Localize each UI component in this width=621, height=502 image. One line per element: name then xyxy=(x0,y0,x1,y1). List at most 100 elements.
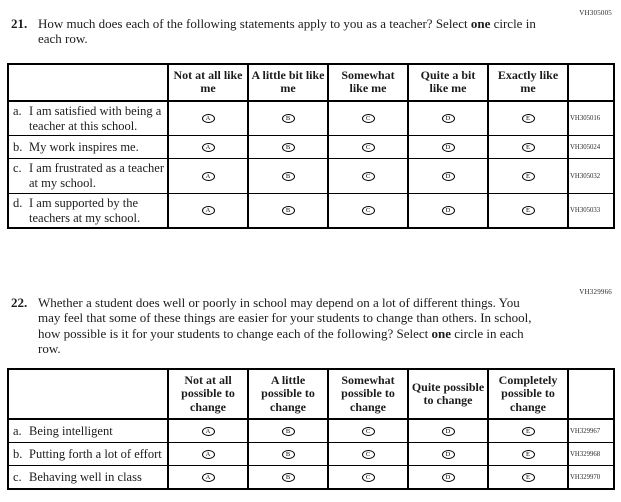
q22-a-option-circle-d[interactable]: D xyxy=(441,427,455,437)
q22-c-option-circle-a[interactable]: A xyxy=(201,473,215,483)
q21-header-code-blank xyxy=(567,63,615,102)
q22-row-c-statement: c. Behaving well in class xyxy=(7,465,169,490)
row-label: I am satisfied with being a teacher at t… xyxy=(29,103,162,133)
question-22-text-bold: one xyxy=(431,325,452,341)
q21-row-b-code: VH305024 xyxy=(567,135,615,160)
row-letter: b. xyxy=(13,446,23,461)
q22-header-row: Not at all possible to change A little p… xyxy=(7,368,615,421)
q21-c-option-circle-a[interactable]: A xyxy=(201,171,215,181)
question-22-text-before: Whether a student does well or poorly in… xyxy=(38,295,532,341)
q22-column-header-2: A little possible to change xyxy=(247,368,329,421)
q21-row-b-statement: b. My work inspires me. xyxy=(7,135,169,160)
q22-row-a: a. Being intelligent A B C D E VH329967 xyxy=(7,418,615,444)
row-label: My work inspires me. xyxy=(29,140,139,154)
q21-d-option-circle-d[interactable]: D xyxy=(441,206,455,216)
question-22-text-after: circle in each row. xyxy=(38,325,524,356)
q21-column-header-2: A little bit like me xyxy=(247,63,329,102)
q21-b-option-circle-c[interactable]: C xyxy=(361,143,375,153)
q21-a-option-circle-d[interactable]: D xyxy=(441,114,455,124)
q21-row-b: b. My work inspires me. A B C D E VH30502… xyxy=(7,135,615,160)
question-21: 21. How much does each of the following … xyxy=(11,16,547,47)
question-21-text: How much does each of the following stat… xyxy=(38,16,543,47)
q21-c-option-circle-e[interactable]: E xyxy=(521,171,535,181)
row-letter: b. xyxy=(13,140,23,154)
q21-c-option-circle-b[interactable]: B xyxy=(281,171,295,181)
q22-a-option-circle-e[interactable]: E xyxy=(521,427,535,437)
q22-header-code-blank xyxy=(567,368,615,421)
question-22-number: 22. xyxy=(11,295,28,310)
q21-d-option-circle-c[interactable]: C xyxy=(361,206,375,216)
question-21-text-bold: one xyxy=(470,16,491,31)
item-code-q21: VH305005 xyxy=(579,9,612,17)
q22-column-header-1: Not at all possible to change xyxy=(167,368,249,421)
q21-header-row: Not at all like me A little bit like me … xyxy=(7,63,615,102)
q22-header-blank xyxy=(7,368,169,421)
q21-header-blank xyxy=(7,63,169,102)
q22-c-option-circle-b[interactable]: B xyxy=(281,473,295,483)
q22-row-c-code: VH329970 xyxy=(567,465,615,490)
question-22-text: Whether a student does well or poorly in… xyxy=(38,295,543,356)
q22-row-c: c. Behaving well in class A B C D E VH329… xyxy=(7,465,615,490)
q21-row-d-code: VH305033 xyxy=(567,192,615,229)
q22-b-option-circle-b[interactable]: B xyxy=(281,450,295,460)
row-letter: c. xyxy=(13,161,22,176)
question-21-number: 21. xyxy=(11,16,28,31)
q21-column-header-5: Exactly like me xyxy=(487,63,569,102)
q21-row-c: c. I am frustrated as a teacher at my sch… xyxy=(7,158,615,194)
q21-row-d: d. I am supported by the teachers at my s… xyxy=(7,192,615,229)
q21-b-option-circle-b[interactable]: B xyxy=(281,143,295,153)
q21-c-option-circle-d[interactable]: D xyxy=(441,171,455,181)
q21-a-option-circle-e[interactable]: E xyxy=(521,114,535,124)
question-22: 22. Whether a student does well or poorl… xyxy=(11,295,547,356)
q21-c-option-circle-c[interactable]: C xyxy=(361,171,375,181)
question-21-text-before: How much does each of the following stat… xyxy=(38,16,471,31)
q22-column-header-3: Somewhat possible to change xyxy=(327,368,409,421)
q21-a-option-circle-a[interactable]: A xyxy=(201,114,215,124)
q22-column-header-4: Quite possible to change xyxy=(407,368,489,421)
q21-b-option-circle-a[interactable]: A xyxy=(201,143,215,153)
q21-a-option-circle-b[interactable]: B xyxy=(281,114,295,124)
q21-b-option-circle-d[interactable]: D xyxy=(441,143,455,153)
q22-b-option-circle-e[interactable]: E xyxy=(521,450,535,460)
q22-row-b: b. Putting forth a lot of effort A B C D … xyxy=(7,442,615,467)
row-letter: d. xyxy=(13,195,23,210)
q22-row-b-statement: b. Putting forth a lot of effort xyxy=(7,442,169,467)
q22-c-option-circle-d[interactable]: D xyxy=(441,473,455,483)
q21-column-header-1: Not at all like me xyxy=(167,63,249,102)
row-label: Putting forth a lot of effort xyxy=(29,446,162,461)
q21-d-option-circle-e[interactable]: E xyxy=(521,206,535,216)
q22-c-option-circle-e[interactable]: E xyxy=(521,473,535,483)
q21-d-option-circle-b[interactable]: B xyxy=(281,206,295,216)
q22-response-table: Not at all possible to change A little p… xyxy=(7,368,615,491)
q21-row-a-code: VH305016 xyxy=(567,100,615,137)
q22-c-option-circle-c[interactable]: C xyxy=(361,473,375,483)
row-letter: c. xyxy=(13,469,22,484)
row-label: I am supported by the teachers at my sch… xyxy=(29,195,141,225)
item-code-q22: VH329966 xyxy=(579,288,612,296)
q21-b-option-circle-e[interactable]: E xyxy=(521,143,535,153)
q22-b-option-circle-a[interactable]: A xyxy=(201,450,215,460)
q21-row-d-statement: d. I am supported by the teachers at my s… xyxy=(7,192,169,229)
row-label: Behaving well in class xyxy=(29,469,142,484)
q21-row-c-statement: c. I am frustrated as a teacher at my sch… xyxy=(7,158,169,194)
q21-response-table: Not at all like me A little bit like me … xyxy=(7,63,615,230)
q22-row-a-code: VH329967 xyxy=(567,418,615,444)
row-label: I am frustrated as a teacher at my schoo… xyxy=(29,161,164,191)
q22-a-option-circle-a[interactable]: A xyxy=(201,427,215,437)
q22-a-option-circle-b[interactable]: B xyxy=(281,427,295,437)
q21-d-option-circle-a[interactable]: A xyxy=(201,206,215,216)
q21-a-option-circle-c[interactable]: C xyxy=(361,114,375,124)
q21-row-c-code: VH305032 xyxy=(567,158,615,194)
q21-row-a: a. I am satisfied with being a teacher at… xyxy=(7,100,615,137)
q22-column-header-5: Completely possible to change xyxy=(487,368,569,421)
q22-b-option-circle-d[interactable]: D xyxy=(441,450,455,460)
q21-row-a-statement: a. I am satisfied with being a teacher at… xyxy=(7,100,169,137)
q22-a-option-circle-c[interactable]: C xyxy=(361,427,375,437)
question-21-text-after: circle in each row. xyxy=(38,16,536,47)
row-letter: a. xyxy=(13,103,22,118)
q22-b-option-circle-c[interactable]: C xyxy=(361,450,375,460)
q22-row-b-code: VH329968 xyxy=(567,442,615,467)
q21-column-header-4: Quite a bit like me xyxy=(407,63,489,102)
q22-row-a-statement: a. Being intelligent xyxy=(7,418,169,444)
